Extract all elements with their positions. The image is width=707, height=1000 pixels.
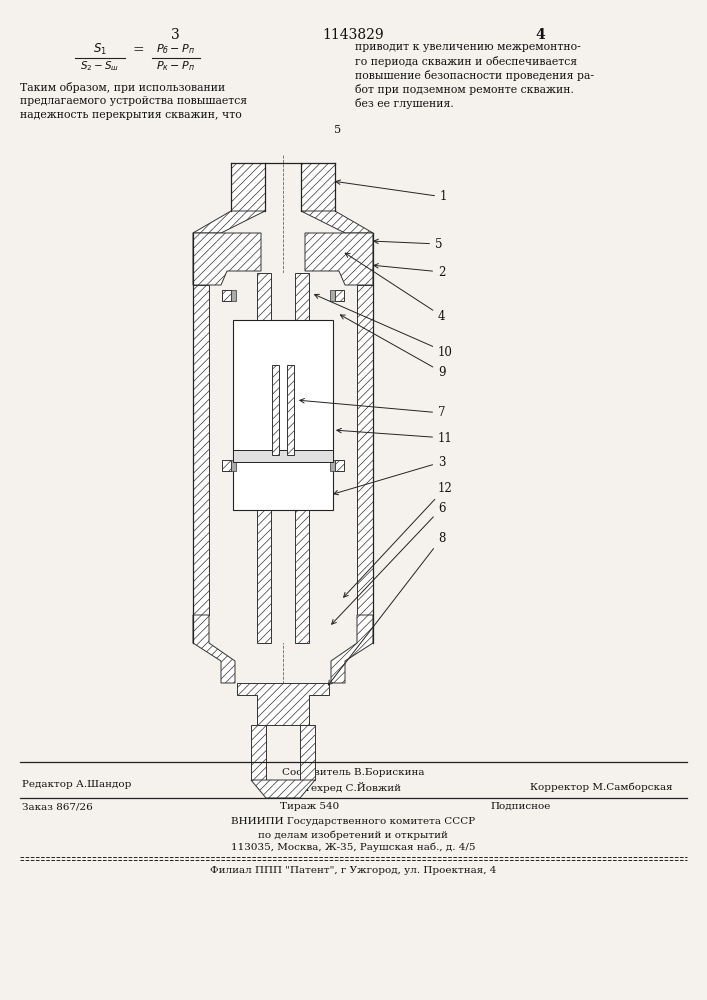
Polygon shape	[251, 780, 315, 798]
Text: повышение безопасности проведения ра-: повышение безопасности проведения ра-	[355, 70, 594, 81]
Text: Техред С.Йовжий: Техред С.Йовжий	[305, 782, 402, 793]
Text: 9: 9	[340, 315, 445, 378]
Text: 1143829: 1143829	[322, 28, 384, 42]
Text: Корректор М.Самборская: Корректор М.Самборская	[530, 782, 672, 792]
Bar	[287, 365, 294, 455]
Text: надежность перекрытия скважин, что: надежность перекрытия скважин, что	[20, 110, 242, 120]
Bar	[231, 290, 236, 301]
Text: Филиал ППП "Патент", г Ужгород, ул. Проектная, 4: Филиал ППП "Патент", г Ужгород, ул. Прое…	[210, 866, 496, 875]
Bar	[231, 163, 265, 211]
Text: 5: 5	[334, 125, 341, 135]
Polygon shape	[237, 683, 329, 725]
Text: 113035, Москва, Ж-35, Раушская наб., д. 4/5: 113035, Москва, Ж-35, Раушская наб., д. …	[230, 843, 475, 852]
Text: 7: 7	[300, 399, 445, 420]
Text: приводит к увеличению межремонтно-: приводит к увеличению межремонтно-	[355, 42, 580, 52]
Bar	[295, 273, 309, 643]
Text: $S_1$: $S_1$	[93, 42, 107, 57]
Text: го периода скважин и обеспечивается: го периода скважин и обеспечивается	[355, 56, 577, 67]
Text: 4: 4	[345, 253, 445, 322]
Text: $S_2-S_ш$: $S_2-S_ш$	[81, 59, 119, 73]
Bar	[357, 285, 373, 615]
Text: $P_к-P_п$: $P_к-P_п$	[156, 59, 194, 73]
Text: 10: 10	[315, 294, 453, 359]
Text: Тираж 540: Тираж 540	[280, 802, 339, 811]
Text: 4: 4	[535, 28, 545, 42]
Bar	[251, 725, 266, 780]
Polygon shape	[193, 211, 265, 233]
Text: 1: 1	[336, 180, 448, 204]
Text: 3: 3	[170, 28, 180, 42]
Text: 8: 8	[328, 532, 445, 685]
Text: 11: 11	[337, 428, 452, 444]
Bar	[257, 273, 271, 643]
Bar	[335, 290, 344, 301]
Bar	[330, 290, 335, 301]
Text: Таким образом, при использовании: Таким образом, при использовании	[20, 82, 226, 93]
Bar	[233, 320, 333, 510]
Text: 6: 6	[332, 502, 445, 624]
Text: предлагаемого устройства повышается: предлагаемого устройства повышается	[20, 96, 247, 106]
Text: по делам изобретений и открытий: по делам изобретений и открытий	[258, 830, 448, 840]
Bar	[271, 273, 295, 643]
Polygon shape	[193, 615, 235, 683]
Text: =: =	[132, 43, 144, 57]
Bar	[222, 290, 231, 301]
Bar	[330, 460, 335, 471]
Polygon shape	[301, 211, 373, 233]
Text: 3: 3	[334, 456, 445, 495]
Text: 12: 12	[344, 482, 452, 597]
Bar	[231, 460, 236, 471]
Text: 2: 2	[374, 264, 445, 278]
Text: 5: 5	[374, 237, 443, 250]
Text: без ее глушения.: без ее глушения.	[355, 98, 454, 109]
Bar	[233, 450, 333, 462]
Text: бот при подземном ремонте скважин.: бот при подземном ремонте скважин.	[355, 84, 574, 95]
Bar	[193, 285, 209, 615]
Text: Заказ 867/26: Заказ 867/26	[22, 802, 93, 811]
Text: Составитель В.Борискина: Составитель В.Борискина	[282, 768, 424, 777]
Polygon shape	[331, 615, 373, 683]
Text: Редактор А.Шандор: Редактор А.Шандор	[22, 780, 132, 789]
Polygon shape	[305, 233, 373, 285]
Text: $P_б-P_п$: $P_б-P_п$	[156, 42, 194, 56]
Bar	[335, 460, 344, 471]
Bar	[301, 163, 335, 211]
Bar	[300, 725, 315, 780]
Text: Подписное: Подписное	[490, 802, 550, 811]
Text: ВНИИПИ Государственного комитета СССР: ВНИИПИ Государственного комитета СССР	[231, 817, 475, 826]
Bar	[272, 365, 279, 455]
Bar	[222, 460, 231, 471]
Polygon shape	[193, 233, 261, 285]
